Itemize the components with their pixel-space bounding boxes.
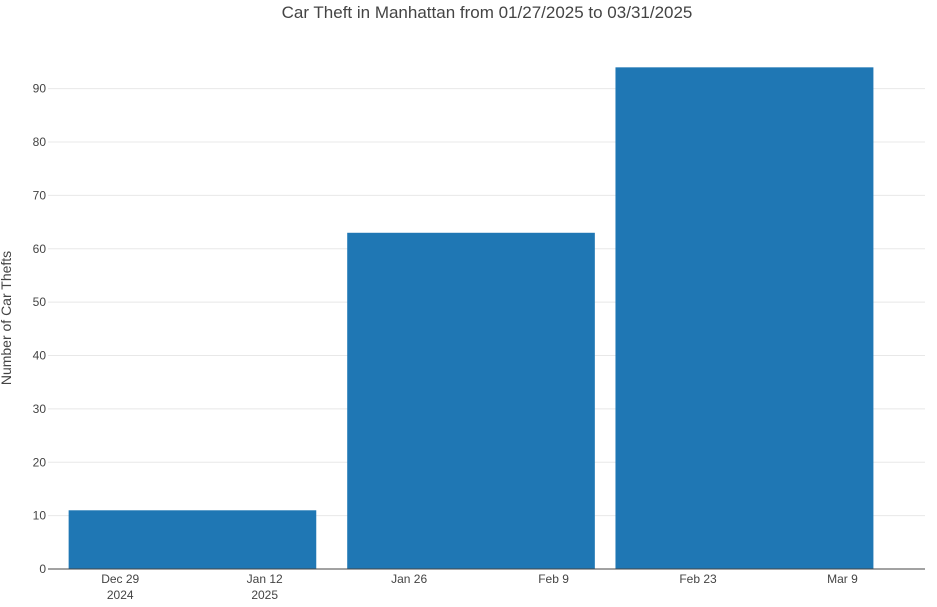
y-tick-label: 0 <box>39 562 46 576</box>
y-tick-label: 30 <box>33 402 47 416</box>
bars <box>68 67 874 570</box>
x-tick-label: Jan 26 <box>391 572 427 586</box>
bar-2[interactable] <box>347 232 595 570</box>
y-tick-label: 50 <box>33 295 47 309</box>
bar-3[interactable] <box>615 67 874 569</box>
bar-1[interactable] <box>68 510 317 569</box>
x-tick-year-label: 2024 <box>107 588 134 602</box>
x-tick-label: Feb 9 <box>538 572 569 586</box>
y-tick-label: 20 <box>33 455 47 469</box>
x-tick-label: Feb 23 <box>679 572 717 586</box>
y-axis-ticks: 0 10 20 30 40 50 60 70 80 90 <box>33 82 47 576</box>
y-tick-label: 10 <box>33 509 47 523</box>
x-axis-ticks: Dec 29 2024 Jan 12 2025 Jan 26 Feb 9 Feb 23 Mar… <box>101 572 858 602</box>
y-axis-label: Number of Car Thefts <box>0 251 14 385</box>
x-tick-label: Jan 12 <box>247 572 283 586</box>
y-tick-label: 40 <box>33 349 47 363</box>
x-tick-label: Dec 29 <box>101 572 139 586</box>
x-tick-year-label: 2025 <box>251 588 278 602</box>
y-tick-label: 70 <box>33 188 47 202</box>
x-tick-label: Mar 9 <box>827 572 858 586</box>
y-tick-label: 90 <box>33 82 47 96</box>
y-tick-label: 60 <box>33 242 47 256</box>
chart-title: Car Theft in Manhattan from 01/27/2025 t… <box>282 3 693 22</box>
y-tick-label: 80 <box>33 135 47 149</box>
